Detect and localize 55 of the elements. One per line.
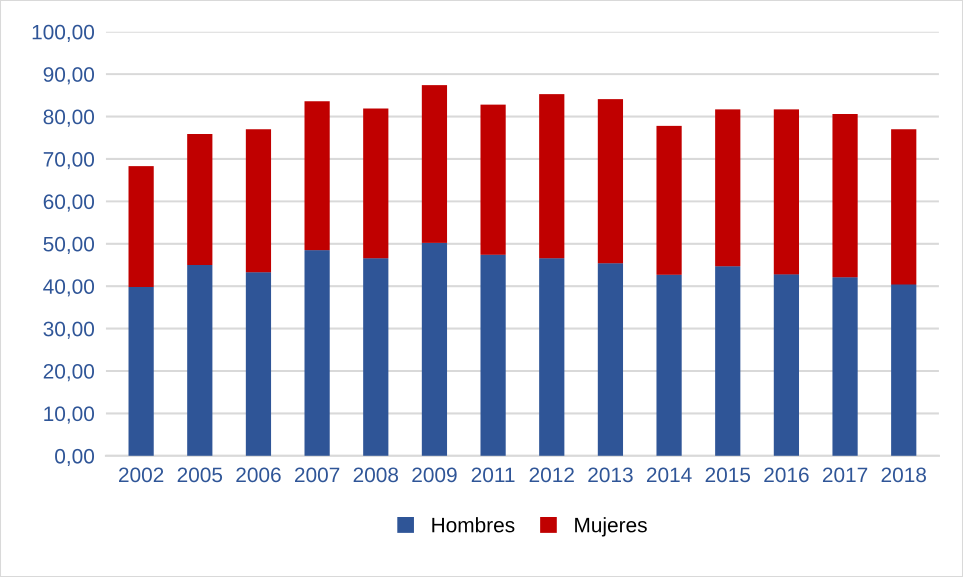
bar (304, 250, 330, 456)
bar (715, 109, 740, 266)
y-tick-label: 40,00 (43, 279, 94, 296)
bar (598, 99, 624, 264)
x-tick-label: 2014 (646, 467, 692, 482)
y-tick-label: 70,00 (44, 152, 94, 170)
x-tick-label: 2013 (588, 467, 633, 482)
x-tick-label: 2018 (882, 467, 926, 482)
bar (539, 94, 564, 258)
bar (304, 101, 330, 250)
legend-label: Hombres (432, 517, 514, 532)
y-tick-label: 30,00 (43, 322, 94, 339)
bar (128, 287, 154, 456)
y-tick-label: 50,00 (44, 236, 94, 254)
y-tick-label: 90,00 (44, 67, 94, 84)
y-tick-label: 0,00 (55, 448, 94, 466)
bar (363, 108, 388, 258)
bar (363, 258, 388, 456)
bar (832, 277, 858, 456)
bar (891, 129, 916, 284)
x-tick-label: 2008 (354, 467, 398, 482)
bar (891, 284, 916, 456)
x-tick-label: 2017 (822, 467, 868, 482)
legend-label: Mujeres (575, 517, 647, 537)
x-tick-label: 2007 (294, 467, 340, 482)
x-tick-label: 2012 (530, 467, 574, 482)
bar (539, 258, 564, 456)
bar (187, 264, 212, 456)
x-tick-label: 2011 (472, 467, 514, 482)
bar (774, 109, 800, 274)
y-tick-label: 100,00 (32, 24, 94, 42)
bar (656, 274, 682, 456)
x-tick-label: 2005 (178, 467, 222, 482)
bar (422, 85, 448, 243)
y-tick-label: 80,00 (44, 110, 94, 127)
y-tick-label: 10,00 (44, 406, 94, 424)
bar (128, 166, 154, 288)
x-tick-label: 2009 (412, 467, 457, 482)
x-tick-label: 2016 (764, 467, 809, 482)
bar (246, 272, 272, 456)
bar (832, 114, 858, 278)
bar (774, 274, 800, 456)
x-tick-label: 2015 (706, 467, 750, 482)
bar (480, 104, 506, 255)
y-tick-label: 60,00 (44, 194, 94, 212)
y-tick-label: 20,00 (44, 364, 94, 382)
x-tick-label: 2006 (236, 467, 281, 482)
bar (246, 129, 272, 272)
bar (656, 126, 682, 275)
bar (480, 254, 506, 456)
bar (187, 134, 212, 265)
bar (422, 242, 448, 456)
x-tick-label: 2002 (119, 467, 164, 482)
bar (715, 266, 740, 456)
bar (598, 263, 624, 456)
